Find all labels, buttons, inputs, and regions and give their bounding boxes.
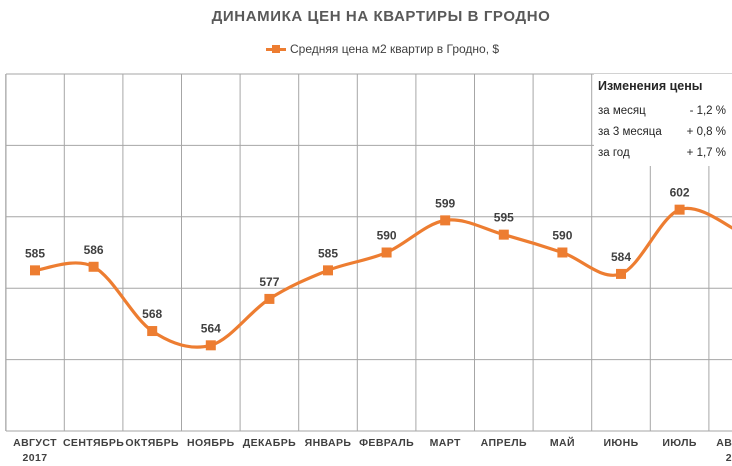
x-tick-label: ЯНВАРЬ <box>305 437 352 449</box>
data-point-marker <box>440 215 451 226</box>
data-label: 585 <box>25 246 45 260</box>
data-label: 584 <box>611 250 631 264</box>
data-point-marker <box>264 293 275 304</box>
x-tick-label: МАРТ <box>430 437 461 449</box>
data-label: 568 <box>142 307 162 321</box>
data-label: 585 <box>318 246 338 260</box>
data-label: 602 <box>670 186 690 200</box>
x-tick-label: МАЙ <box>550 436 575 449</box>
x-tick-label: ИЮНЬ <box>603 437 638 449</box>
data-point-marker <box>30 265 40 276</box>
x-tick-label: ОКТЯБРЬ <box>125 437 179 449</box>
chart-legend: Средняя цена м2 квартир в Гродно, $ <box>266 42 499 56</box>
stat-row-3-months: за 3 месяца + 0,8 % <box>598 126 726 138</box>
data-label: 586 <box>84 243 104 257</box>
x-tick-label: 2018 <box>726 452 732 464</box>
stat-label-year: за год <box>598 147 630 159</box>
data-point-marker <box>323 265 333 276</box>
x-tick-label: 2017 <box>23 452 48 464</box>
price-change-title: Изменения цены <box>598 79 703 93</box>
x-tick-label: ДЕКАБРЬ <box>243 437 296 449</box>
data-label: 599 <box>435 196 455 210</box>
x-tick-label: НОЯБРЬ <box>187 437 235 449</box>
stat-value-3-months: + 0,8 % <box>686 126 726 138</box>
x-tick-label: АПРЕЛЬ <box>481 437 527 449</box>
data-point-marker <box>88 261 99 272</box>
legend-series-label: Средняя цена м2 квартир в Гродно, $ <box>290 42 500 56</box>
data-point-marker <box>674 204 685 215</box>
data-point-marker <box>498 229 509 240</box>
x-tick-label: ИЮЛЬ <box>662 437 697 449</box>
price-change-panel: Изменения цены за месяц - 1,2 % за 3 мес… <box>594 74 732 166</box>
data-label: 595 <box>494 211 514 225</box>
data-point-marker <box>557 247 568 258</box>
data-point-marker <box>381 247 392 258</box>
x-tick-label: АВГУСТ <box>13 437 57 449</box>
data-label: 564 <box>201 321 221 335</box>
stat-row-year: за год + 1,7 % <box>598 147 726 159</box>
stat-value-year: + 1,7 % <box>686 147 726 159</box>
data-label: 590 <box>552 229 572 243</box>
stat-label-3-months: за 3 месяца <box>598 126 662 138</box>
data-point-marker <box>205 340 216 351</box>
stat-label-month: за месяц <box>598 105 646 117</box>
chart-title: ДИНАМИКА ЦЕН НА КВАРТИРЫ В ГРОДНО <box>211 8 551 25</box>
x-tick-label: АВГУСТ <box>716 437 732 449</box>
x-tick-label: ФЕВРАЛЬ <box>359 437 414 449</box>
data-point-marker <box>147 326 158 337</box>
stat-value-month: - 1,2 % <box>689 105 726 117</box>
data-label: 590 <box>377 229 397 243</box>
data-label: 577 <box>259 275 279 289</box>
stat-row-month: за месяц - 1,2 % <box>598 105 726 117</box>
x-tick-label: СЕНТЯБРЬ <box>63 437 124 449</box>
legend-line-marker-icon <box>266 43 286 55</box>
data-point-marker <box>616 268 626 279</box>
